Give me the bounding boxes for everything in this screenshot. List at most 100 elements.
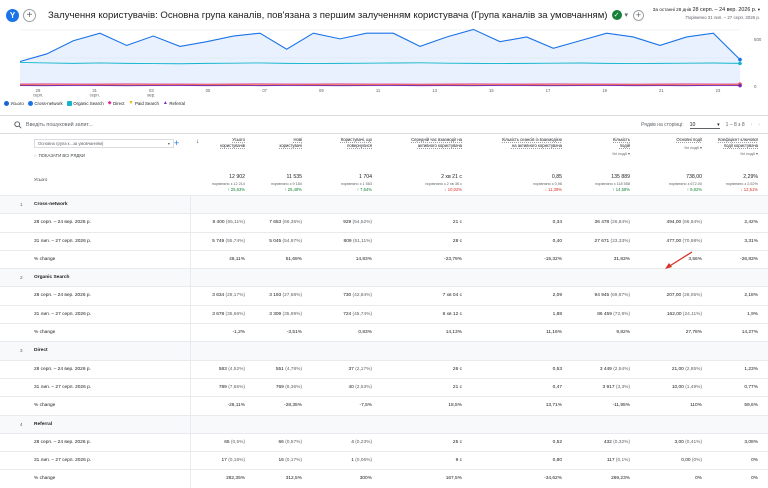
- table-cell: 27 671 (23,33%): [595, 239, 630, 244]
- chevron-down-icon: ▾: [758, 7, 760, 12]
- chart-legend: Усього Cross-network Organic Search ◆Direct…: [4, 100, 185, 106]
- table-cell: 8 400 (65,11%): [213, 220, 245, 225]
- column-separator: [190, 269, 191, 286]
- table-cell: 26 с: [453, 367, 462, 372]
- x-tick-label: серп.: [33, 93, 43, 98]
- event-select[interactable]: Усі події ▾: [568, 151, 630, 157]
- column-total-change: ↑ 25,48%: [285, 187, 302, 193]
- legend-item[interactable]: ▲Referral: [163, 100, 185, 106]
- table-row[interactable]: 31 лип. – 27 серп. 2026 р.789 (7,65%)769…: [0, 378, 768, 396]
- rows-per-page-label: Рядків на сторінці:: [641, 122, 684, 128]
- table-cell: 730 (42,84%): [343, 293, 372, 298]
- table-cell: 0,80: [553, 458, 562, 463]
- table-row[interactable]: 28 серп. – 24 вер. 2026 р.8 400 (65,11%)…: [0, 213, 768, 231]
- table-cell: -23,79%: [444, 257, 462, 262]
- table-cell: 2,42%: [744, 220, 758, 225]
- column-total: 11 535: [287, 174, 302, 180]
- table-cell: 37 (2,17%): [349, 367, 372, 372]
- column-subtitle: події користувача: [688, 143, 758, 149]
- table-cell: 14,83%: [356, 257, 372, 262]
- legend-label: Organic Search: [73, 101, 104, 106]
- table-row[interactable]: % change-1,2%-3,51%0,83%14,13%11,16%9,82…: [0, 323, 768, 341]
- chevron-left-icon[interactable]: ‹: [751, 122, 753, 128]
- table-cell: 5 045 (54,97%): [269, 239, 302, 244]
- table-row[interactable]: 28 серп. – 24 вер. 2026 р.3 634 (28,17%)…: [0, 286, 768, 304]
- row-number: 4: [20, 422, 23, 427]
- row-label[interactable]: Cross-network: [34, 202, 68, 207]
- legend-label: Paid Search: [135, 101, 159, 106]
- table-row[interactable]: 31 лип. – 27 серп. 2026 р.17 (0,16%)16 (…: [0, 451, 768, 469]
- table-cell: 551 (4,78%): [276, 367, 302, 372]
- table-cell: 110%: [690, 403, 702, 408]
- column-separator: [190, 379, 191, 396]
- table-cell: 66 (0,57%): [279, 440, 302, 445]
- divider: [0, 115, 768, 116]
- table-cell: 25 с: [453, 440, 462, 445]
- table-cell: -15,32%: [544, 257, 562, 262]
- x-tick-label: 05: [206, 88, 211, 93]
- row-label[interactable]: Referral: [34, 422, 52, 427]
- table-cell: 27,78%: [686, 330, 702, 335]
- table-cell: 1 (0,06%): [351, 458, 372, 463]
- column-separator: [190, 434, 191, 451]
- legend-item[interactable]: ◆Direct: [108, 100, 125, 106]
- table-row[interactable]: 31 лип. – 27 серп. 2026 р.5 749 (55,74%)…: [0, 232, 768, 250]
- table-cell: -3,51%: [287, 330, 302, 335]
- table-row[interactable]: 28 серп. – 24 вер. 2026 р.65 (0,5%)66 (0…: [0, 433, 768, 451]
- table-cell: 583 (4,52%): [219, 367, 245, 372]
- y-tick-label: 0: [754, 84, 757, 89]
- table-cell: 17 (0,16%): [222, 458, 245, 463]
- chevron-right-icon[interactable]: ›: [758, 122, 760, 128]
- table-cell: 28 с: [453, 239, 462, 244]
- row-label: 28 серп. – 24 вер. 2026 р.: [34, 293, 91, 298]
- table-cell: 3 193 (27,68%): [269, 293, 302, 298]
- table-cell: 3,00 (0,41%): [675, 440, 702, 445]
- legend-item[interactable]: Cross-network: [28, 101, 63, 106]
- table-cell: 769 (8,36%): [276, 385, 302, 390]
- legend-item[interactable]: Усього: [4, 101, 24, 106]
- table-cell: 21 с: [453, 385, 462, 390]
- table-cell: 36 478 (26,84%): [595, 220, 630, 225]
- row-label: 31 лип. – 27 серп. 2026 р.: [34, 458, 91, 463]
- table-cell: 59,6%: [744, 403, 758, 408]
- table-cell: -7,5%: [359, 403, 372, 408]
- table-cell: -26,83%: [740, 257, 758, 262]
- dimension-select[interactable]: Основна група к...за умовчанням)▾: [34, 139, 174, 148]
- group-row[interactable]: 4 Referral: [0, 415, 768, 433]
- row-label[interactable]: Direct: [34, 348, 48, 353]
- table-cell: 477,00 (70,98%): [667, 239, 702, 244]
- show-all-rows-toggle[interactable]: ◌ПОКАЗАТИ ВСІ РЯДКИ: [34, 153, 85, 158]
- rows-per-page-select[interactable]: 10▾: [690, 122, 720, 129]
- table-row[interactable]: 31 лип. – 27 серп. 2026 р.3 678 (35,66%)…: [0, 305, 768, 323]
- series-area-cross-network: [20, 29, 740, 86]
- table-row[interactable]: % change-26,11%-28,35%-7,5%18,5%13,71%-1…: [0, 396, 768, 414]
- legend-marker: [4, 101, 9, 106]
- table-cell: 14,27%: [742, 330, 758, 335]
- x-tick-label: 17: [546, 88, 551, 93]
- table-cell: -34,62%: [544, 476, 562, 481]
- table-cell: 11,16%: [546, 330, 562, 335]
- legend-item[interactable]: ▼Paid Search: [129, 100, 159, 106]
- legend-marker: [28, 101, 33, 106]
- table-row[interactable]: 28 серп. – 24 вер. 2026 р.583 (4,52%)551…: [0, 360, 768, 378]
- column-separator: [190, 452, 191, 469]
- column-total-change: ↓ 11,39%: [545, 187, 562, 193]
- row-label[interactable]: Organic Search: [34, 275, 69, 280]
- search-input[interactable]: Введіть пошуковий запит...: [26, 122, 93, 128]
- event-select[interactable]: Усі події ▾: [688, 151, 758, 157]
- table-cell: 207,00 (28,05%): [667, 293, 702, 298]
- legend-item[interactable]: Organic Search: [67, 101, 104, 106]
